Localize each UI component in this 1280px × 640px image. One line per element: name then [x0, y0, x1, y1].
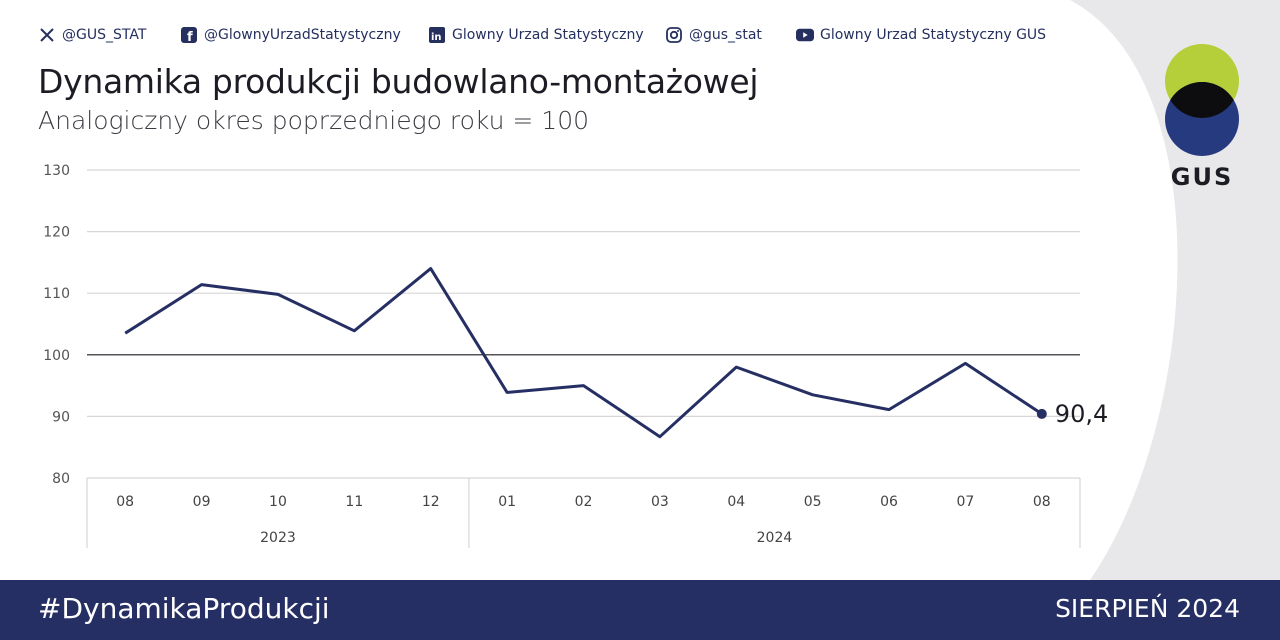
chart-title: Dynamika produkcji budowlano-montażowej	[38, 62, 759, 101]
social-label-facebook: @GlownyUrzadStatystyczny	[204, 27, 401, 43]
last-data-point	[1036, 408, 1047, 419]
x-tick-label: 11	[345, 494, 363, 510]
y-tick-label: 110	[43, 286, 70, 302]
line-chart: 80 90 100 110 120 130 08 09 10 11 12 01 02 03 04 05 06 07…	[43, 163, 1108, 548]
period-label: SIERPIEŃ 2024	[1055, 594, 1240, 623]
x-tick-label: 08	[116, 494, 134, 510]
social-link-instagram[interactable]: @gus_stat	[665, 26, 762, 44]
social-link-youtube[interactable]: Glowny Urzad Statystyczny GUS	[796, 26, 1046, 44]
x-icon	[38, 26, 56, 44]
x-tick-label: 09	[193, 494, 211, 510]
social-link-x[interactable]: @GUS_STAT	[38, 26, 146, 44]
social-label-youtube: Glowny Urzad Statystyczny GUS	[820, 27, 1047, 43]
gus-logo: GUS	[1160, 40, 1244, 191]
x-tick-label: 12	[422, 494, 440, 510]
svg-text:in: in	[431, 32, 442, 43]
x-tick-label: 03	[651, 494, 669, 510]
footer-bar: #DynamikaProdukcji SIERPIEŃ 2024	[0, 580, 1280, 640]
year-group-label: 2024	[757, 530, 793, 546]
panel-background	[0, 0, 1178, 580]
x-tick-label: 07	[957, 494, 975, 510]
y-tick-label: 130	[43, 163, 70, 179]
hashtag: #DynamikaProdukcji	[38, 592, 330, 625]
x-tick-label: 08	[1033, 494, 1051, 510]
facebook-icon: f	[180, 26, 198, 44]
social-link-facebook[interactable]: f @GlownyUrzadStatystyczny	[180, 26, 401, 44]
y-tick-label: 100	[43, 348, 70, 364]
series-line	[124, 267, 1043, 439]
x-tick-label: 05	[804, 494, 822, 510]
linkedin-icon: in	[428, 26, 446, 44]
x-tick-label: 06	[880, 494, 898, 510]
youtube-icon	[796, 26, 814, 44]
y-tick-label: 120	[43, 225, 70, 241]
instagram-icon	[665, 26, 683, 44]
chart-subtitle: Analogiczny okres poprzedniego roku = 10…	[38, 106, 590, 135]
x-tick-label: 02	[575, 494, 593, 510]
y-tick-label: 90	[52, 409, 70, 425]
gus-logo-mark: GUS	[1165, 44, 1239, 191]
x-tick-label: 10	[269, 494, 287, 510]
svg-text:f: f	[187, 30, 193, 43]
x-tick-label: 04	[727, 494, 745, 510]
social-label-instagram: @gus_stat	[689, 27, 762, 43]
infographic-panel: @GUS_STAT f @GlownyUrzadStatystyczny in …	[0, 0, 1244, 580]
social-label-linkedin: Glowny Urzad Statystyczny	[452, 27, 644, 43]
x-tick-label: 01	[498, 494, 516, 510]
y-tick-label: 80	[52, 471, 70, 487]
social-link-linkedin[interactable]: in Glowny Urzad Statystyczny	[428, 26, 644, 44]
social-links-bar: @GUS_STAT f @GlownyUrzadStatystyczny in …	[38, 26, 1098, 48]
social-label-x: @GUS_STAT	[62, 27, 147, 43]
gus-logo-text: GUS	[1171, 163, 1233, 190]
year-group-label: 2023	[260, 530, 296, 546]
last-value-label: 90,4	[1055, 400, 1108, 428]
